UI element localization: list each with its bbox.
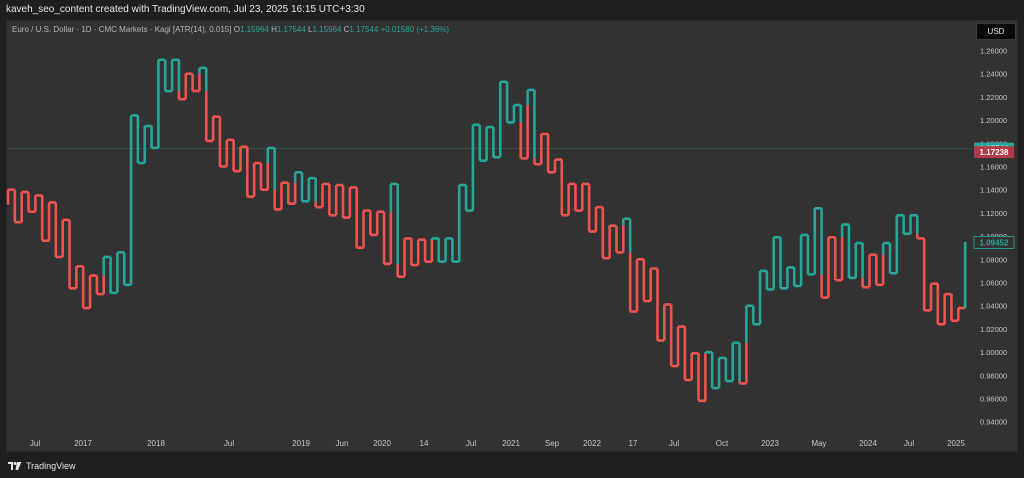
x-tick-label: Jul — [224, 439, 234, 448]
y-tick-label: 1.24000 — [980, 70, 1007, 79]
x-tick-label: 2022 — [583, 439, 601, 448]
y-tick-label: 1.20000 — [980, 116, 1007, 125]
x-tick-label: 17 — [629, 439, 638, 448]
x-tick-label: Jul — [904, 439, 914, 448]
y-tick-label: 1.06000 — [980, 279, 1007, 288]
close-key: C — [343, 25, 350, 34]
x-tick-label: Jul — [30, 439, 40, 448]
x-tick-label: 14 — [420, 439, 429, 448]
open-value: 1.15964 — [239, 25, 269, 34]
y-tick-label: 1.02000 — [980, 325, 1007, 334]
y-tick-label: 1.22000 — [980, 93, 1007, 102]
kagi-series — [6, 58, 967, 403]
low-value: 1.15964 — [312, 25, 342, 34]
x-tick-label: May — [811, 439, 826, 448]
x-tick-label: 2020 — [373, 439, 391, 448]
y-tick-label: 1.00000 — [980, 348, 1007, 357]
price-label-box — [974, 146, 1014, 159]
low-key: L — [308, 25, 313, 34]
tradingview-logo[interactable]: TradingView — [8, 460, 76, 472]
x-tick-label: 2024 — [859, 439, 877, 448]
y-tick-label: 1.08000 — [980, 255, 1007, 264]
y-tick-label: 1.04000 — [980, 302, 1007, 311]
time-axis[interactable]: Jul 2017 2018 Jul 2019 Jun 2020 14 Jul 2021 Sep 202… — [30, 439, 966, 448]
x-tick-label: 2021 — [502, 439, 520, 448]
chart-caption-bar: kaveh_seo_content created with TradingVi… — [0, 0, 1024, 20]
symbol-title: Euro / U.S. Dollar · 1D · CMC Markets · … — [12, 25, 232, 34]
high-value: 1.17544 — [276, 25, 306, 34]
y-tick-label: 0.98000 — [980, 371, 1007, 380]
x-tick-label: 2023 — [761, 439, 779, 448]
footer-bar — [0, 455, 1024, 478]
y-tick-label: 1.26000 — [980, 47, 1007, 56]
x-tick-label: 2018 — [147, 439, 165, 448]
y-tick-label: 0.94000 — [980, 418, 1007, 427]
x-tick-label: 2025 — [947, 439, 965, 448]
change-value: +0.01580 (+1.36%) — [380, 25, 450, 34]
high-key: H — [271, 25, 277, 34]
symbol-legend[interactable]: Euro / U.S. Dollar · 1D · CMC Markets · … — [12, 25, 449, 34]
y-tick-label: 1.14000 — [980, 186, 1007, 195]
chart-caption: kaveh_seo_content created with TradingVi… — [6, 4, 365, 15]
y-tick-label: 1.16000 — [980, 163, 1007, 172]
x-tick-label: Sep — [545, 439, 560, 448]
y-tick-label: 0.96000 — [980, 395, 1007, 404]
price-label-text: 1.09452 — [980, 238, 1009, 247]
price-label-text: 1.17238 — [980, 148, 1009, 157]
price-label-box — [973, 236, 1015, 249]
currency-button[interactable]: USD — [976, 23, 1016, 40]
open-key: O — [233, 25, 240, 34]
tradingview-brand: TradingView — [26, 461, 76, 471]
x-tick-label: 2019 — [292, 439, 310, 448]
x-tick-label: 2017 — [74, 439, 92, 448]
x-tick-label: Jul — [466, 439, 476, 448]
close-value: 1.17544 — [349, 25, 379, 34]
tradingview-logo-icon — [8, 462, 22, 470]
x-tick-label: Oct — [716, 439, 729, 448]
y-tick-label: 1.12000 — [980, 209, 1007, 218]
x-tick-label: Jul — [669, 439, 679, 448]
x-tick-label: Jun — [336, 439, 349, 448]
